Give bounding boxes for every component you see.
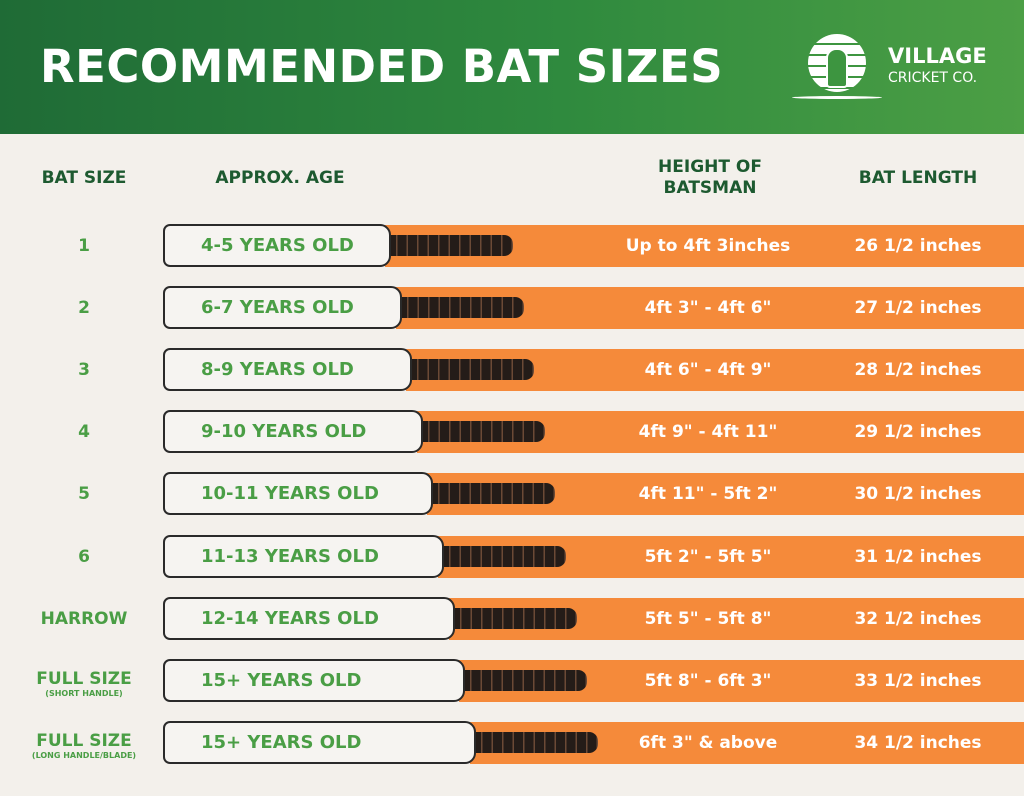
column-header-age: APPROX. AGE — [215, 168, 345, 188]
approx-age: 9-10 YEARS OLD — [201, 421, 367, 443]
bat-size-label: HARROW — [40, 608, 128, 629]
table-row: 4 9-10 YEARS OLD 4ft 9" - 4ft 11" 29 1/2… — [0, 410, 1024, 454]
table-row: 1 4-5 YEARS OLD Up to 4ft 3inches 26 1/2… — [0, 224, 1024, 268]
bat-size: 4 — [0, 422, 168, 442]
bat-size-label: 1 — [78, 236, 90, 256]
approx-age: 15+ YEARS OLD — [201, 669, 362, 691]
bat-length: 27 1/2 inches — [854, 298, 982, 319]
batsman-height: 4ft 3" - 4ft 6" — [644, 298, 772, 319]
bat-size-note: (LONG HANDLE/BLADE) — [31, 750, 137, 760]
bat-handle-icon — [397, 297, 524, 319]
column-header-size: BAT SIZE — [41, 168, 127, 188]
bat-blade: 9-10 YEARS OLD — [163, 410, 423, 454]
table-row: 2 6-7 YEARS OLD 4ft 3" - 4ft 6" 27 1/2 i… — [0, 286, 1024, 330]
batsman-height: 5ft 5" - 5ft 8" — [644, 608, 772, 629]
batsman-height: 5ft 8" - 6ft 3" — [644, 670, 772, 691]
batsman-height: 4ft 9" - 4ft 11" — [638, 422, 778, 443]
logo: VILLAGE CRICKET CO. — [792, 30, 1002, 105]
bat-length: 34 1/2 inches — [854, 732, 982, 753]
header-banner: RECOMMENDED BAT SIZES VILLAGE CRICKET CO… — [0, 0, 1024, 134]
batsman-height: 4ft 11" - 5ft 2" — [638, 484, 778, 505]
bat-length: 31 1/2 inches — [854, 546, 982, 567]
table-row: HARROW 12-14 YEARS OLD 5ft 5" - 5ft 8" 3… — [0, 596, 1024, 641]
bat-size: HARROW — [0, 609, 168, 629]
bat-length: 26 1/2 inches — [854, 236, 982, 256]
bat-length: 32 1/2 inches — [854, 608, 982, 629]
bat-size-label: 6 — [78, 546, 90, 567]
bat-handle-icon — [408, 359, 535, 381]
logo-line1: VILLAGE — [888, 44, 987, 68]
bat-size: 6 — [0, 547, 168, 567]
bat-handle-icon — [387, 235, 513, 256]
bat-blade: 8-9 YEARS OLD — [163, 348, 413, 392]
bat-blade: 6-7 YEARS OLD — [163, 286, 402, 330]
batsman-height: 6ft 3" & above — [638, 732, 778, 753]
bat-length: 33 1/2 inches — [854, 670, 982, 691]
bat-handle-icon — [440, 545, 566, 567]
bat-size: 3 — [0, 360, 168, 380]
table-row: 3 8-9 YEARS OLD 4ft 6" - 4ft 9" 28 1/2 i… — [0, 348, 1024, 392]
bat-size-label: 5 — [78, 484, 90, 505]
approx-age: 11-13 YEARS OLD — [201, 545, 379, 567]
bat-length: 30 1/2 inches — [854, 484, 982, 505]
bat-handle-icon — [450, 607, 577, 629]
approx-age: 8-9 YEARS OLD — [201, 359, 354, 381]
bat-blade: 15+ YEARS OLD — [163, 720, 476, 764]
table-row: FULL SIZE (SHORT HANDLE) 15+ YEARS OLD 5f… — [0, 658, 1024, 703]
approx-age: 15+ YEARS OLD — [201, 731, 362, 753]
page-title: RECOMMENDED BAT SIZES — [40, 40, 724, 93]
bat-size-label: 2 — [78, 298, 90, 319]
logo-ground-icon — [792, 96, 882, 99]
column-header-height: HEIGHT OF BATSMAN — [658, 157, 762, 198]
approx-age: 6-7 YEARS OLD — [201, 297, 354, 319]
bat-size-label: FULL SIZE — [36, 668, 132, 689]
batsman-height: 4ft 6" - 4ft 9" — [644, 360, 772, 381]
bat-length: 29 1/2 inches — [854, 422, 982, 443]
bat-size: 1 — [0, 236, 168, 256]
table-row: 6 11-13 YEARS OLD 5ft 2" - 5ft 5" 31 1/2… — [0, 534, 1024, 579]
bat-handle-icon — [429, 483, 556, 505]
table-row: 5 10-11 YEARS OLD 4ft 11" - 5ft 2" 30 1/… — [0, 472, 1024, 516]
bat-blade: 11-13 YEARS OLD — [163, 534, 444, 578]
column-header-length: BAT LENGTH — [858, 168, 978, 188]
table-row: FULL SIZE (LONG HANDLE/BLADE) 15+ YEARS O… — [0, 720, 1024, 765]
approx-age: 10-11 YEARS OLD — [201, 483, 379, 505]
bat-size: FULL SIZE (LONG HANDLE/BLADE) — [0, 731, 168, 761]
bat-size: 5 — [0, 484, 168, 504]
bat-size-label: FULL SIZE — [36, 730, 132, 751]
bat-handle-icon — [471, 731, 598, 753]
bat-size-note: (SHORT HANDLE) — [45, 688, 123, 698]
bat-size-label: 4 — [78, 422, 90, 443]
bat-blade: 12-14 YEARS OLD — [163, 596, 455, 640]
logo-line2: CRICKET CO. — [888, 70, 978, 86]
approx-age: 12-14 YEARS OLD — [201, 607, 379, 629]
bat-blade: 15+ YEARS OLD — [163, 658, 466, 702]
bat-blade: 4-5 YEARS OLD — [163, 224, 391, 267]
bat-length: 28 1/2 inches — [854, 360, 982, 381]
batsman-height: Up to 4ft 3inches — [625, 236, 791, 256]
batsman-height: 5ft 2" - 5ft 5" — [644, 546, 772, 567]
bat-blade: 10-11 YEARS OLD — [163, 472, 434, 516]
bat-handle-icon — [461, 669, 588, 691]
bat-handle-icon — [418, 421, 545, 443]
bat-size-label: 3 — [78, 360, 90, 381]
bat-size: 2 — [0, 298, 168, 318]
bat-size: FULL SIZE (SHORT HANDLE) — [0, 669, 168, 699]
logo-cricketer-icon — [826, 48, 848, 88]
approx-age: 4-5 YEARS OLD — [201, 235, 354, 256]
